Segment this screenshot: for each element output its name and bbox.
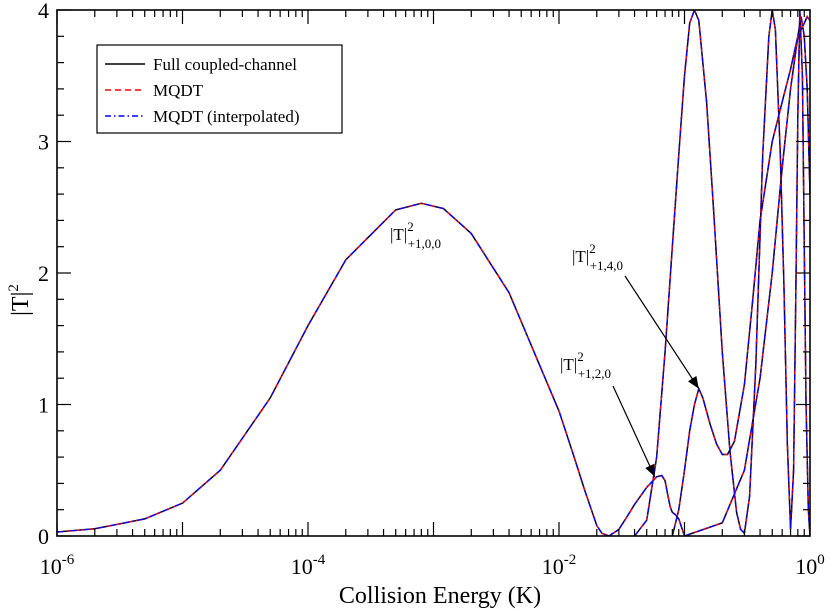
- annotation-base: |T|: [390, 225, 407, 244]
- y-tick-label: 4: [38, 0, 49, 23]
- annotation-base: |T|: [572, 247, 589, 266]
- x-tick-label-exp: 0: [817, 552, 825, 568]
- x-tick-label-base: 10: [795, 554, 817, 579]
- y-tick-label: 1: [38, 393, 49, 418]
- legend-box: [96, 44, 343, 134]
- annotations: |T|2 +1,0,0|T|2 +1,4,0|T|2 +1,2,0: [390, 219, 700, 478]
- y-tick-label: 3: [38, 130, 49, 155]
- x-tick-label-base: 10: [542, 554, 564, 579]
- annotation-label: |T|2 +1,2,0: [560, 349, 611, 381]
- x-tick-label-exp: -6: [62, 552, 75, 568]
- x-tick-label-base: 10: [291, 554, 313, 579]
- annotation-label: |T|2 +1,0,0: [390, 219, 441, 251]
- series-t120-full: [633, 10, 810, 536]
- annotation-arrow-line: [612, 385, 656, 478]
- x-axis-title: Collision Energy (K): [339, 583, 541, 609]
- y-tick-label: 0: [38, 524, 49, 549]
- series-t160-mqdt: [684, 16, 810, 536]
- y-axis-title: |T|2: [6, 284, 34, 316]
- annotation-base: |T|: [560, 355, 577, 374]
- x-tick-label: 10-4: [291, 552, 326, 579]
- x-tick-label: 100: [795, 552, 825, 579]
- legend: Full coupled-channel MQDT MQDT (interpol…: [96, 44, 343, 134]
- series-t160-full: [684, 16, 810, 536]
- annotation-sup: 2: [577, 349, 584, 364]
- series-t100-mqdt-interp: [57, 202, 686, 536]
- x-tick-label-exp: -2: [564, 552, 577, 568]
- y-axis-title-sup: 2: [6, 284, 22, 292]
- annotation-sup: 2: [407, 219, 414, 234]
- x-tick-label: 10-6: [40, 552, 75, 579]
- x-axis-ticks: 10-6 10-4 10-2 100: [40, 10, 825, 579]
- annotation-sup: 2: [589, 241, 596, 256]
- legend-label-full: Full coupled-channel: [153, 55, 297, 74]
- x-tick-label-base: 10: [40, 554, 62, 579]
- y-axis-ticks: 0 1 2 3 4: [38, 0, 810, 549]
- y-axis-title-base: |T|: [8, 292, 34, 316]
- series-t140-mqdt-interp: [671, 15, 810, 536]
- series-t160-mqdt-interp: [684, 16, 810, 536]
- legend-label-mqdt: MQDT: [153, 81, 204, 100]
- plot-lines: [57, 10, 810, 536]
- annotation-arrow-head: [688, 375, 699, 389]
- annotation-sub: +1,0,0: [408, 236, 441, 251]
- annotation-arrow-head: [645, 463, 655, 477]
- annotation-arrow-line: [624, 275, 700, 390]
- x-tick-label: 10-2: [542, 552, 577, 579]
- x-tick-label-exp: -4: [313, 552, 326, 568]
- series-t120-mqdt-interp: [634, 10, 810, 536]
- y-tick-label: 2: [38, 261, 49, 286]
- annotation-sub: +1,4,0: [590, 258, 623, 273]
- annotation-sub: +1,2,0: [578, 366, 611, 381]
- annotation-label: |T|2 +1,4,0: [572, 241, 623, 273]
- legend-label-mqdt-interp: MQDT (interpolated): [153, 107, 300, 126]
